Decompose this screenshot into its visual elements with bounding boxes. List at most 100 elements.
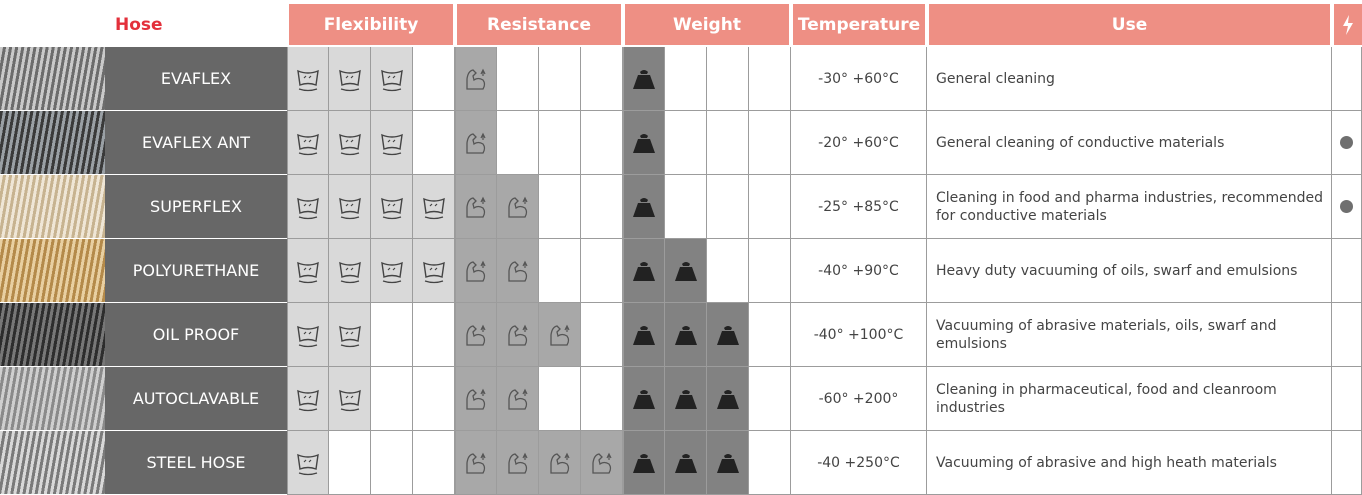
- header-hose-text: Hose: [115, 14, 163, 35]
- flexibility-cell: [371, 239, 413, 303]
- resistance-cell: [539, 367, 581, 431]
- weight-cell: [665, 303, 707, 367]
- resistance-cell: [581, 303, 623, 367]
- hose-name-text: EVAFLEX ANT: [142, 133, 250, 152]
- flexibility-cell: [371, 431, 413, 495]
- header-use: Use: [929, 4, 1330, 45]
- weight-cell: [707, 47, 749, 111]
- temperature-text: -20° +60°C: [818, 134, 899, 151]
- weight-cell: [749, 239, 791, 303]
- resistance-cell: [497, 175, 539, 239]
- conductive: [1332, 111, 1362, 175]
- weight-cell: [749, 303, 791, 367]
- temperature-text: -40° +90°C: [818, 262, 899, 279]
- use-text: General cleaning: [936, 70, 1055, 87]
- resistance-cell: [497, 47, 539, 111]
- res-icon: [507, 196, 528, 218]
- weight-icon: [716, 453, 739, 473]
- weight-cell: [749, 111, 791, 175]
- conductive-dot: [1340, 136, 1353, 149]
- header-hose: Hose: [105, 4, 287, 45]
- weight-cell: [707, 175, 749, 239]
- use-text: Cleaning in pharmaceutical, food and cle…: [936, 381, 1277, 416]
- hose-name: STEEL HOSE: [105, 431, 287, 495]
- hose-name-text: SUPERFLEX: [150, 197, 242, 216]
- conductive: [1332, 303, 1362, 367]
- hose-name-text: EVAFLEX: [160, 69, 232, 88]
- flexibility-cell: [413, 175, 455, 239]
- weight-icon: [674, 453, 697, 473]
- flexibility-cell: [371, 47, 413, 111]
- flex-icon: [380, 197, 403, 219]
- resistance-cell: [539, 431, 581, 495]
- weight-cell: [749, 431, 791, 495]
- flex-icon: [380, 133, 403, 155]
- weight-icon: [633, 133, 655, 153]
- weight-icon: [674, 389, 697, 409]
- res-icon: [591, 452, 612, 474]
- flexibility-cell: [287, 47, 329, 111]
- weight-icon: [633, 69, 655, 89]
- weight-cell: [623, 47, 665, 111]
- flex-icon: [380, 69, 403, 91]
- header-weight: Weight: [625, 4, 789, 45]
- weight-cell: [749, 175, 791, 239]
- flexibility-cell: [329, 239, 371, 303]
- temperature: -25° +85°C: [791, 175, 927, 239]
- resistance-cell: [497, 111, 539, 175]
- weight-cell: [707, 367, 749, 431]
- hose-name-text: AUTOCLAVABLE: [132, 389, 260, 408]
- hose-name: EVAFLEX: [105, 47, 287, 111]
- flex-icon: [297, 261, 319, 283]
- temperature: -60° +200°: [791, 367, 927, 431]
- hose-name: OIL PROOF: [105, 303, 287, 367]
- weight-cell: [623, 175, 665, 239]
- conductive: [1332, 239, 1362, 303]
- weight-cell: [623, 367, 665, 431]
- flexibility-cell: [371, 175, 413, 239]
- use-text: Vacuuming of abrasive and high heath mat…: [936, 454, 1277, 471]
- weight-cell: [665, 239, 707, 303]
- flex-icon: [297, 325, 319, 347]
- res-icon: [507, 452, 528, 474]
- res-icon: [466, 196, 486, 218]
- flexibility-cell: [287, 239, 329, 303]
- weight-cell: [665, 431, 707, 495]
- flexibility-cell: [413, 367, 455, 431]
- resistance-cell: [455, 303, 497, 367]
- resistance-cell: [581, 367, 623, 431]
- res-icon: [466, 260, 486, 282]
- header-temperature-text: Temperature: [797, 14, 921, 35]
- resistance-cell: [455, 47, 497, 111]
- hose-name: AUTOCLAVABLE: [105, 367, 287, 431]
- flexibility-cell: [413, 303, 455, 367]
- weight-cell: [749, 367, 791, 431]
- use: Cleaning in pharmaceutical, food and cle…: [927, 367, 1332, 431]
- header-temperature: Temperature: [793, 4, 925, 45]
- flex-icon: [297, 197, 319, 219]
- weight-cell: [707, 303, 749, 367]
- weight-cell: [665, 47, 707, 111]
- flexibility-cell: [413, 111, 455, 175]
- flex-icon: [338, 69, 361, 91]
- flex-icon: [297, 133, 319, 155]
- resistance-cell: [455, 367, 497, 431]
- weight-cell: [623, 239, 665, 303]
- flexibility-cell: [371, 111, 413, 175]
- flex-icon: [338, 197, 361, 219]
- res-icon: [466, 132, 486, 154]
- flexibility-cell: [371, 303, 413, 367]
- use-text: Heavy duty vacuuming of oils, swarf and …: [936, 262, 1298, 279]
- resistance-cell: [539, 239, 581, 303]
- hose-photo: [0, 239, 105, 303]
- header-weight-text: Weight: [673, 14, 741, 35]
- temperature-text: -40° +100°C: [813, 326, 904, 343]
- flexibility-cell: [413, 47, 455, 111]
- hose-photo: [0, 47, 105, 111]
- header-flexibility-text: Flexibility: [323, 14, 419, 35]
- temperature: -40° +100°C: [791, 303, 927, 367]
- res-icon: [507, 260, 528, 282]
- resistance-cell: [581, 47, 623, 111]
- temperature: -40 +250°C: [791, 431, 927, 495]
- weight-cell: [665, 111, 707, 175]
